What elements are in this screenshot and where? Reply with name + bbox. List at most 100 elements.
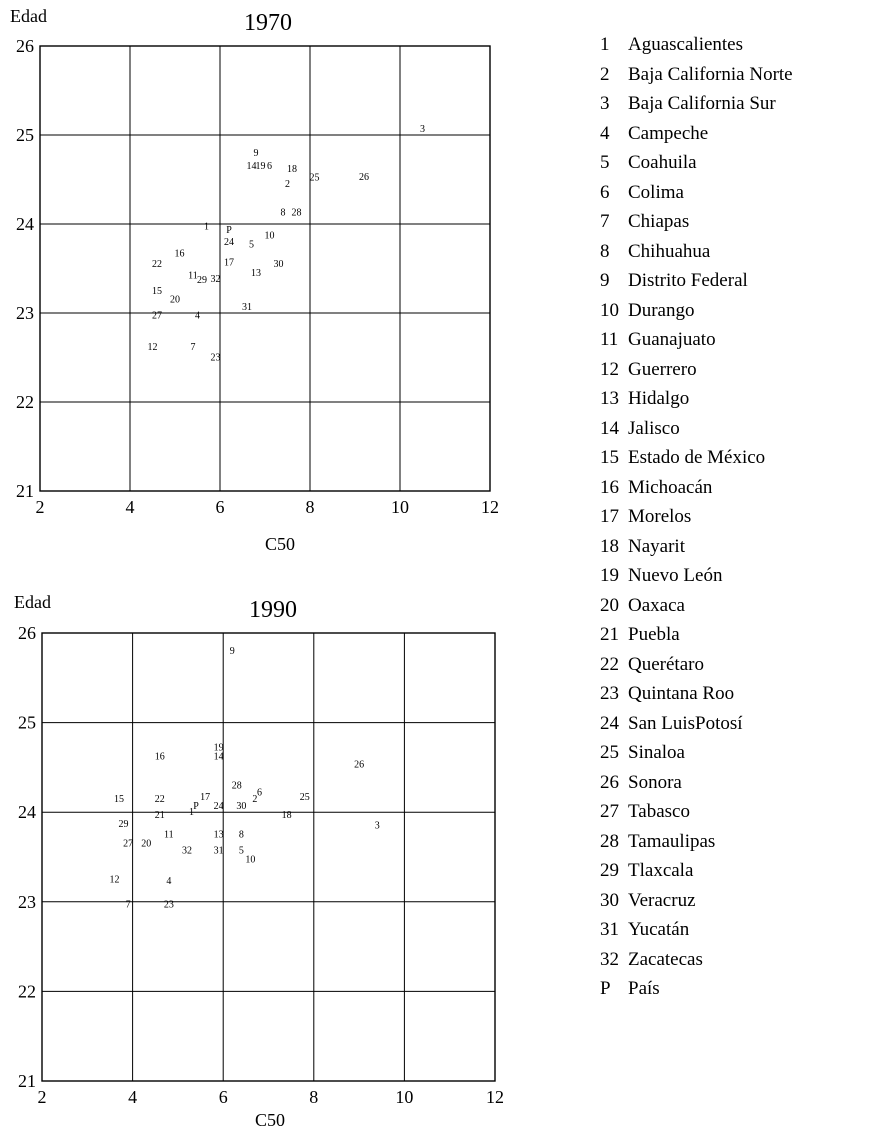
legend-code: 19 (600, 565, 619, 586)
legend-state-name: Campeche (628, 122, 709, 144)
legend-item: 6 Colima (600, 178, 870, 208)
chart2-point-14: 14 (214, 752, 224, 763)
chart1-point-1: 1 (204, 222, 209, 233)
legend-code: 14 (600, 417, 619, 439)
legend-code: 20 (600, 594, 619, 616)
chart2-point-12: 12 (109, 874, 119, 885)
chart2-y-tick-label: 24 (18, 802, 36, 822)
chart1-x-tick-label: 6 (216, 497, 225, 517)
chart1-point-19: 19 (256, 161, 266, 172)
legend-state-name: Nuevo León (628, 565, 723, 586)
legend-code: 17 (600, 506, 619, 527)
legend-code: 23 (600, 683, 619, 704)
chart2-point-7: 7 (126, 899, 131, 910)
legend-code: 24 (600, 712, 619, 734)
legend-code: 1 (600, 34, 610, 55)
legend-state-name: Michoacán (628, 476, 713, 498)
chart1-point-30: 30 (274, 259, 284, 270)
legend-item: 28 Tamaulipas (600, 827, 870, 857)
chart2-point-9: 9 (230, 646, 235, 657)
chart1-point-14: 14 (247, 161, 257, 172)
legend-state-name: Veracruz (628, 889, 696, 911)
legend-code: 25 (600, 742, 619, 763)
legend-item: 21 Puebla (600, 620, 870, 650)
chart2-point-18: 18 (282, 810, 292, 821)
legend-item: 26 Sonora (600, 768, 870, 798)
legend-item: 29 Tlaxcala (600, 856, 870, 886)
chart2-x-axis-label: C50 (255, 1110, 285, 1130)
legend-state-name: Baja California Sur (628, 93, 776, 114)
legend-code: 29 (600, 860, 619, 881)
state-legend: 1 Aguascalientes 2 Baja California Norte 3 Ba… (600, 30, 870, 1004)
chart2-point-P: P (193, 801, 199, 812)
legend-code: 28 (600, 830, 619, 852)
legend-state-name: Guanajuato (628, 329, 716, 350)
legend-item: 32 Zacatecas (600, 945, 870, 975)
chart1-y-tick-label: 22 (16, 392, 34, 412)
legend-code: 21 (600, 624, 619, 645)
legend-code: 22 (600, 653, 619, 675)
legend-code: 32 (600, 948, 619, 970)
legend-state-name: Tabasco (628, 801, 690, 822)
chart1-x-tick-label: 12 (481, 497, 499, 517)
legend-item: 9 Distrito Federal (600, 266, 870, 296)
legend-item: 18 Nayarit (600, 532, 870, 562)
legend-state-name: Colima (628, 181, 684, 203)
chart1-point-8: 8 (281, 207, 286, 218)
chart2-point-30: 30 (236, 801, 246, 812)
chart2-point-28: 28 (232, 780, 242, 791)
chart2-point-13: 13 (214, 830, 224, 841)
legend-state-name: Querétaro (628, 653, 704, 675)
legend-state-name: Sonora (628, 771, 682, 793)
chart2-point-23: 23 (164, 899, 174, 910)
chart1-title: 1970 (244, 10, 292, 36)
chart1-point-15: 15 (152, 286, 162, 297)
chart1-point-11: 11 (188, 271, 198, 282)
legend-state-name: Aguascalientes (628, 34, 744, 55)
chart2-point-31: 31 (214, 846, 224, 857)
legend-item: 2 Baja California Norte (600, 60, 870, 90)
legend-state-name: Coahuila (628, 152, 697, 173)
chart1-y-tick-label: 25 (16, 125, 34, 145)
legend-code: 30 (600, 889, 619, 911)
chart1-point-7: 7 (191, 342, 196, 353)
legend-item: 20 Oaxaca (600, 591, 870, 621)
chart1-point-10: 10 (265, 231, 275, 242)
chart1-point-17: 17 (224, 257, 234, 268)
chart2-point-3: 3 (375, 821, 380, 832)
legend-code: 9 (600, 270, 610, 291)
legend-code: 4 (600, 122, 610, 144)
legend-state-name: Chiapas (628, 211, 690, 232)
legend-item: 15 Estado de México (600, 443, 870, 473)
chart1-y-tick-label: 24 (16, 214, 34, 234)
chart2-plot-frame (41, 632, 496, 1082)
chart1-point-5: 5 (249, 239, 254, 250)
chart2-point-21: 21 (155, 810, 165, 821)
legend-item: 13 Hidalgo (600, 384, 870, 414)
chart1-y-tick-label: 26 (16, 36, 34, 56)
legend-item: 24 San LuisPotosí (600, 709, 870, 739)
legend-code: P (600, 978, 611, 999)
legend-item: 10 Durango (600, 296, 870, 326)
legend-state-name: Tamaulipas (628, 830, 716, 852)
legend-item: 17 Morelos (600, 502, 870, 532)
chart1-point-31: 31 (242, 302, 252, 313)
chart1-point-29: 29 (197, 275, 207, 286)
chart2-point-25: 25 (300, 792, 310, 803)
legend-state-name: Tlaxcala (628, 860, 694, 881)
legend-item: 30 Veracruz (600, 886, 870, 916)
chart2-x-tick-label: 10 (395, 1087, 413, 1107)
legend-code: 5 (600, 152, 610, 173)
legend-state-name: Morelos (628, 506, 692, 527)
legend-state-name: Guerrero (628, 358, 697, 380)
legend-code: 26 (600, 771, 619, 793)
legend-item: 22 Querétaro (600, 650, 870, 680)
legend-item: 19 Nuevo León (600, 561, 870, 591)
legend-item: 16 Michoacán (600, 473, 870, 503)
chart2-point-27: 27 (123, 839, 133, 850)
legend-code: 13 (600, 388, 619, 409)
legend-state-name: Hidalgo (628, 388, 690, 409)
chart2-point-15: 15 (114, 794, 124, 805)
chart2-x-tick-label: 6 (219, 1087, 228, 1107)
legend-state-name: Jalisco (628, 417, 680, 439)
